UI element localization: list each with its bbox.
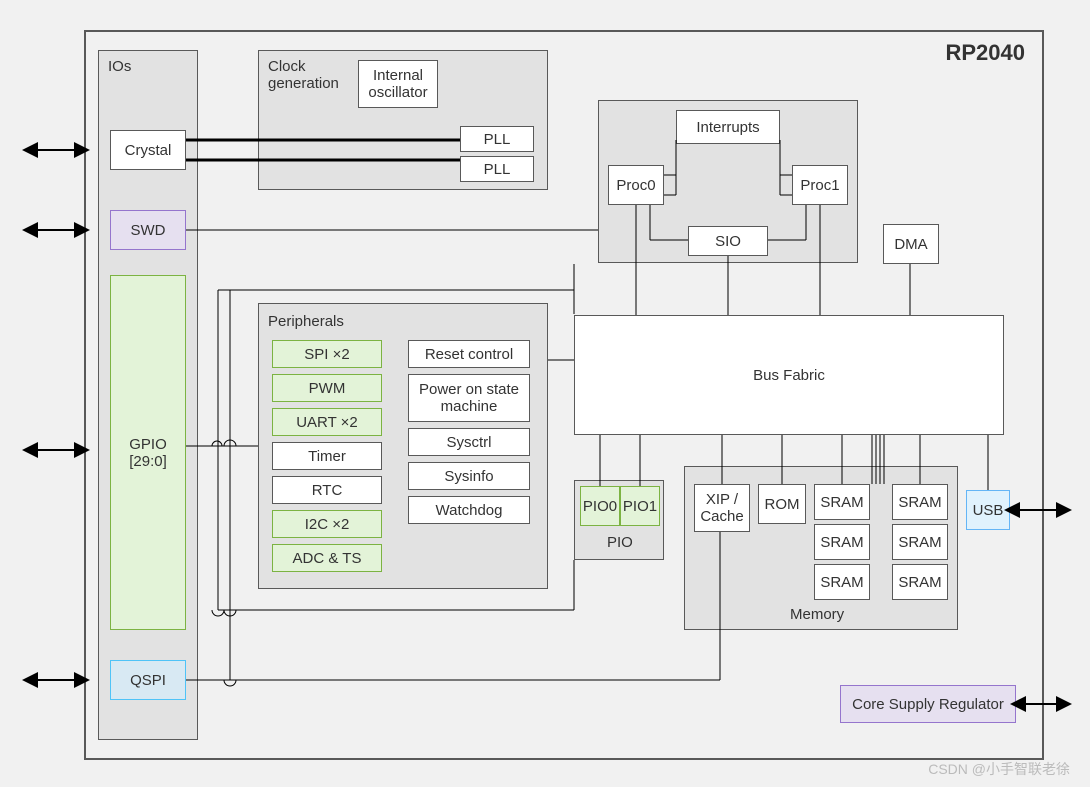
watermark: CSDN @小手智联老徐 — [928, 759, 1070, 779]
periph-power-on-state-machine: Power on state machine — [408, 374, 530, 422]
periph-sysctrl: Sysctrl — [408, 428, 530, 456]
sram2: SRAM — [814, 524, 870, 560]
periph-spi-2: SPI ×2 — [272, 340, 382, 368]
proc1: Proc1 — [792, 165, 848, 205]
sram4: SRAM — [892, 484, 948, 520]
sram3: SRAM — [814, 564, 870, 600]
regulator: Core Supply Regulator — [840, 685, 1016, 723]
sram6: SRAM — [892, 564, 948, 600]
periph-reset-control: Reset control — [408, 340, 530, 368]
pio0: PIO0 — [580, 486, 620, 526]
periph-sysinfo: Sysinfo — [408, 462, 530, 490]
clock-label: Clock generation — [268, 58, 339, 92]
periph-i2c-2: I2C ×2 — [272, 510, 382, 538]
periph-pwm: PWM — [272, 374, 382, 402]
chip-title: RP2040 — [945, 40, 1025, 66]
peripherals-label: Peripherals — [268, 313, 344, 330]
proc0: Proc0 — [608, 165, 664, 205]
crystal-box: Crystal — [110, 130, 186, 170]
internal-osc: Internal oscillator — [358, 60, 438, 108]
pio1: PIO1 — [620, 486, 660, 526]
periph-rtc: RTC — [272, 476, 382, 504]
gpio-box: GPIO [29:0] — [110, 275, 186, 630]
rom: ROM — [758, 484, 806, 524]
xip-cache: XIP / Cache — [694, 484, 750, 532]
sram5: SRAM — [892, 524, 948, 560]
sio: SIO — [688, 226, 768, 256]
pll2: PLL — [460, 156, 534, 182]
interrupts: Interrupts — [676, 110, 780, 144]
periph-timer: Timer — [272, 442, 382, 470]
qspi-box: QSPI — [110, 660, 186, 700]
pio-label: PIO — [607, 534, 633, 551]
pll1: PLL — [460, 126, 534, 152]
sram1: SRAM — [814, 484, 870, 520]
periph-adc-ts: ADC & TS — [272, 544, 382, 572]
usb: USB — [966, 490, 1010, 530]
bus-fabric: Bus Fabric — [574, 315, 1004, 435]
ios-label: IOs — [108, 58, 131, 75]
swd-box: SWD — [110, 210, 186, 250]
memory-label: Memory — [790, 606, 844, 623]
dma: DMA — [883, 224, 939, 264]
periph-watchdog: Watchdog — [408, 496, 530, 524]
periph-uart-2: UART ×2 — [272, 408, 382, 436]
